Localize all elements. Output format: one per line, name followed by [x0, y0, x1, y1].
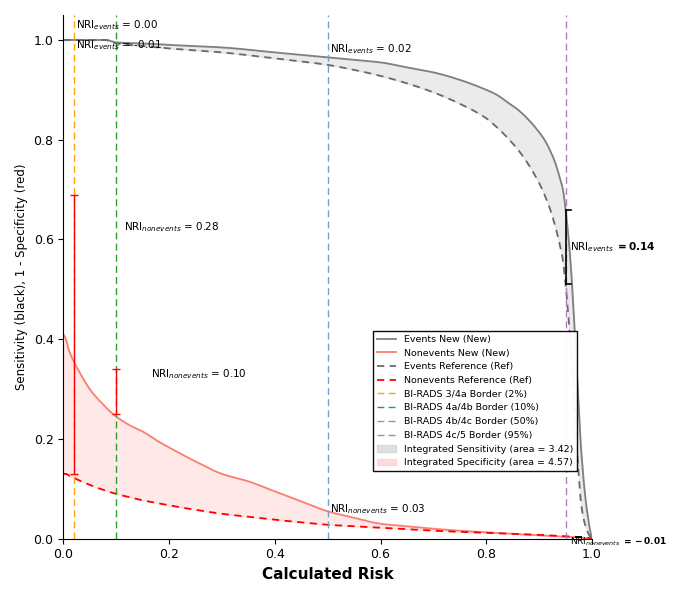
Text: NRI$_{nonevents}$ = 0.28: NRI$_{nonevents}$ = 0.28 — [124, 220, 220, 234]
Text: NRI$_{events}$ $\bf{= 0.14}$: NRI$_{events}$ $\bf{= 0.14}$ — [569, 240, 655, 254]
X-axis label: Calculated Risk: Calculated Risk — [262, 567, 394, 582]
Text: NRI$_{events}$ = 0.02: NRI$_{events}$ = 0.02 — [330, 42, 412, 56]
Y-axis label: Sensitivity (black), 1 - Specificity (red): Sensitivity (black), 1 - Specificity (re… — [15, 164, 28, 390]
Text: NRI$_{nonevents}$ = 0.10: NRI$_{nonevents}$ = 0.10 — [151, 367, 246, 381]
Text: NRI$_{events}$ = -0.01: NRI$_{events}$ = -0.01 — [76, 39, 162, 53]
Text: NRI$_{nonevents}$ $\bf{= -0.01}$: NRI$_{nonevents}$ $\bf{= -0.01}$ — [569, 536, 667, 548]
Text: NRI$_{nonevents}$ = 0.03: NRI$_{nonevents}$ = 0.03 — [330, 502, 426, 516]
Legend: Events New (New), Nonevents New (New), Events Reference (Ref), Nonevents Referen: Events New (New), Nonevents New (New), E… — [373, 331, 577, 471]
Text: NRI$_{events}$ = 0.00: NRI$_{events}$ = 0.00 — [76, 19, 159, 32]
